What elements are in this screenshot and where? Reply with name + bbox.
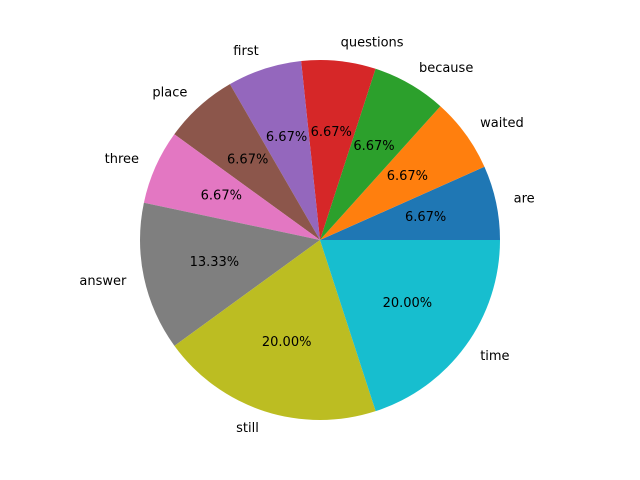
slice-label-answer: answer (79, 274, 127, 289)
pie-slice-because (320, 68, 441, 240)
percent-label-answer: 13.33% (190, 255, 240, 270)
slice-label-place: place (152, 85, 187, 100)
slice-label-because: because (419, 61, 473, 76)
slice-label-are: are (514, 191, 535, 206)
pie-slice-questions (301, 60, 376, 241)
percent-label-three: 6.67% (201, 189, 242, 204)
slice-label-time: time (480, 349, 509, 364)
percent-label-first: 6.67% (266, 130, 307, 145)
pie-slice-answer (140, 202, 320, 346)
percent-label-place: 6.67% (227, 152, 268, 167)
pie-slice-three (143, 134, 320, 240)
slice-label-questions: questions (341, 36, 404, 51)
pie-slice-first (229, 60, 320, 240)
percent-label-waited: 6.67% (387, 169, 428, 184)
pie-slices (140, 60, 500, 420)
pie-slice-time (320, 240, 500, 412)
slice-label-three: three (105, 152, 139, 167)
slice-label-still: still (236, 421, 259, 436)
percent-label-questions: 6.67% (311, 125, 352, 140)
pie-slice-waited (320, 106, 485, 240)
pie-labels: are 6.67% waited 6.67% because 6.67% questions… (79, 36, 534, 436)
percent-label-time: 20.00% (383, 296, 433, 311)
percent-label-because: 6.67% (353, 139, 394, 154)
slice-label-waited: waited (480, 116, 524, 131)
pie-slice-still (174, 240, 376, 420)
slice-label-first: first (233, 44, 258, 59)
pie-slice-place (174, 84, 320, 240)
pie-slice-are (320, 166, 500, 240)
percent-label-are: 6.67% (405, 210, 446, 225)
percent-label-still: 20.00% (262, 335, 312, 350)
